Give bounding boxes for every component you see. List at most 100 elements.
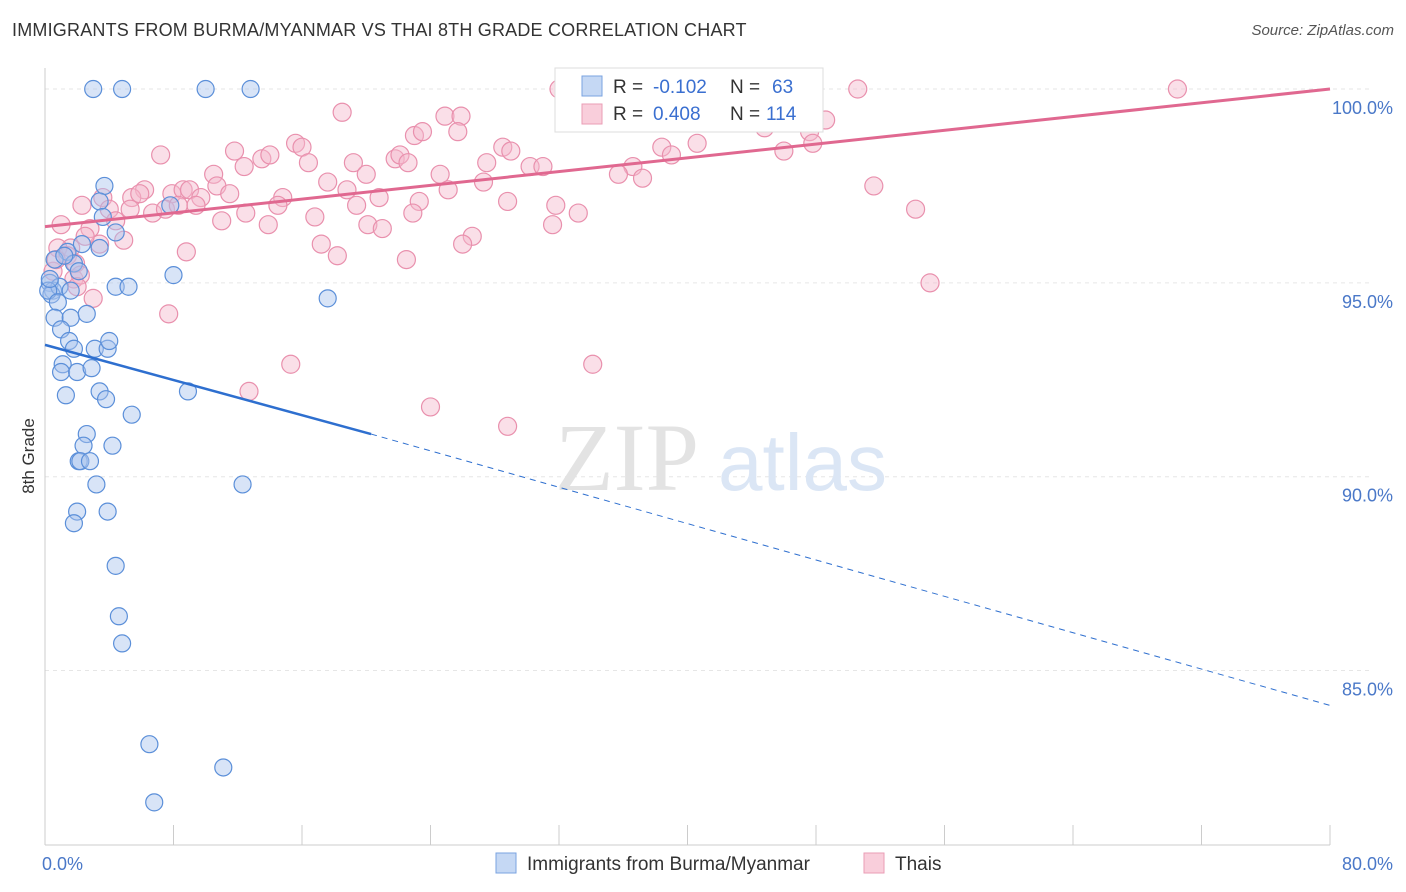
thais-point (632, 168, 653, 188)
burma-point (112, 79, 132, 99)
thais-point (448, 122, 468, 142)
thais-trend-line (44, 87, 1331, 229)
axis-ticks: 0.0% 80.0% 85.0% 90.0% 95.0% 100.0% (42, 98, 1393, 874)
watermark-zip: ZIP (555, 404, 699, 511)
burma-point (74, 436, 93, 455)
thais-point (608, 164, 629, 184)
thais-point (477, 153, 497, 173)
series-legend-label-thais: Thais (895, 854, 941, 875)
burma-point (140, 735, 159, 754)
series-legend-label-burma: Immigrants from Burma/Myanmar (527, 854, 811, 875)
burma-point (119, 277, 138, 296)
burma-point (80, 452, 100, 471)
burma-point (71, 452, 90, 471)
burma-point (77, 424, 96, 444)
legend-r-value-1: -0.102 (653, 77, 707, 98)
thais-point (409, 191, 429, 212)
burma-point (100, 331, 119, 351)
burma-point (103, 436, 122, 455)
thais-point (159, 304, 179, 324)
thais-point (542, 215, 563, 235)
thais-point (173, 180, 193, 200)
stats-legend: R = -0.102 N = 63 R = 0.408 N = 114 (554, 67, 824, 133)
y-tick-label: 100.0% (1332, 98, 1393, 118)
thais-point (234, 156, 254, 177)
thais-point (453, 234, 473, 254)
thais-point (204, 164, 224, 184)
thais-point (305, 207, 325, 227)
burma-point (77, 304, 96, 323)
y-tick-label: 90.0% (1342, 486, 1393, 506)
thais-point (390, 145, 410, 165)
thais-point (332, 102, 352, 122)
legend-r-label-1: R = (613, 77, 643, 98)
thais-point (343, 153, 363, 173)
thais-point (1167, 79, 1188, 99)
thais-points (43, 79, 1188, 436)
thais-point (462, 226, 482, 246)
burma-point (106, 277, 125, 296)
legend-n-value-1: 63 (772, 77, 793, 98)
thais-point (212, 211, 232, 231)
burma-point (64, 514, 84, 533)
thais-point (687, 133, 707, 153)
burma-point (145, 793, 164, 812)
burma-point (98, 502, 117, 521)
thais-point (224, 141, 245, 161)
burma-point (56, 386, 75, 405)
burma-point (45, 250, 64, 269)
burma-point (45, 308, 64, 327)
burma-point (51, 362, 71, 382)
burma-point (96, 390, 116, 409)
thais-point (583, 354, 603, 374)
thais-point (220, 184, 240, 204)
legend-r-value-2: 0.408 (653, 104, 701, 125)
thais-point (652, 137, 672, 157)
thais-point (281, 354, 301, 374)
thais-point (372, 218, 392, 239)
source-label: Source: ZipAtlas.com (1251, 22, 1394, 39)
thais-point (546, 195, 566, 215)
thais-point (396, 249, 417, 270)
burma-point (68, 502, 87, 521)
thais-point (774, 141, 794, 161)
burma-point (61, 281, 80, 300)
watermark: ZIP atlas (555, 404, 887, 511)
thais-point (501, 141, 521, 161)
y-tick-label: 95.0% (1342, 292, 1393, 312)
burma-point (55, 246, 74, 265)
burma-point (196, 79, 215, 99)
thais-point (412, 122, 433, 142)
burma-point (87, 475, 106, 494)
y-tick-label: 85.0% (1342, 680, 1393, 700)
burma-point (50, 277, 69, 296)
burma-point (241, 79, 260, 99)
thais-point (848, 79, 868, 99)
thais-point (311, 234, 331, 254)
series-legend-swatch-thais (863, 852, 885, 874)
thais-point (533, 156, 553, 177)
burma-point (40, 269, 59, 289)
thais-point (268, 195, 288, 215)
thais-point (83, 288, 103, 308)
legend-n-label-2: N = (730, 104, 760, 125)
burma-point (48, 293, 67, 312)
burma-point (90, 192, 109, 211)
watermark-atlas: atlas (718, 418, 887, 507)
y-axis-label: 8th Grade (19, 418, 38, 494)
thais-point (473, 172, 494, 192)
burma-point (90, 238, 109, 258)
thais-point (327, 246, 347, 266)
burma-point (122, 405, 141, 424)
legend-swatch-blue (581, 75, 603, 97)
thais-point (151, 145, 171, 165)
burma-points (39, 79, 337, 812)
burma-point (72, 234, 92, 254)
burma-point (318, 289, 337, 308)
series-legend-swatch-burma (495, 852, 517, 874)
burma-trend-line-extrapolated (370, 433, 1331, 706)
thais-point (356, 164, 376, 184)
thais-point (864, 176, 884, 196)
burma-point (69, 262, 88, 281)
thais-point (451, 106, 471, 126)
